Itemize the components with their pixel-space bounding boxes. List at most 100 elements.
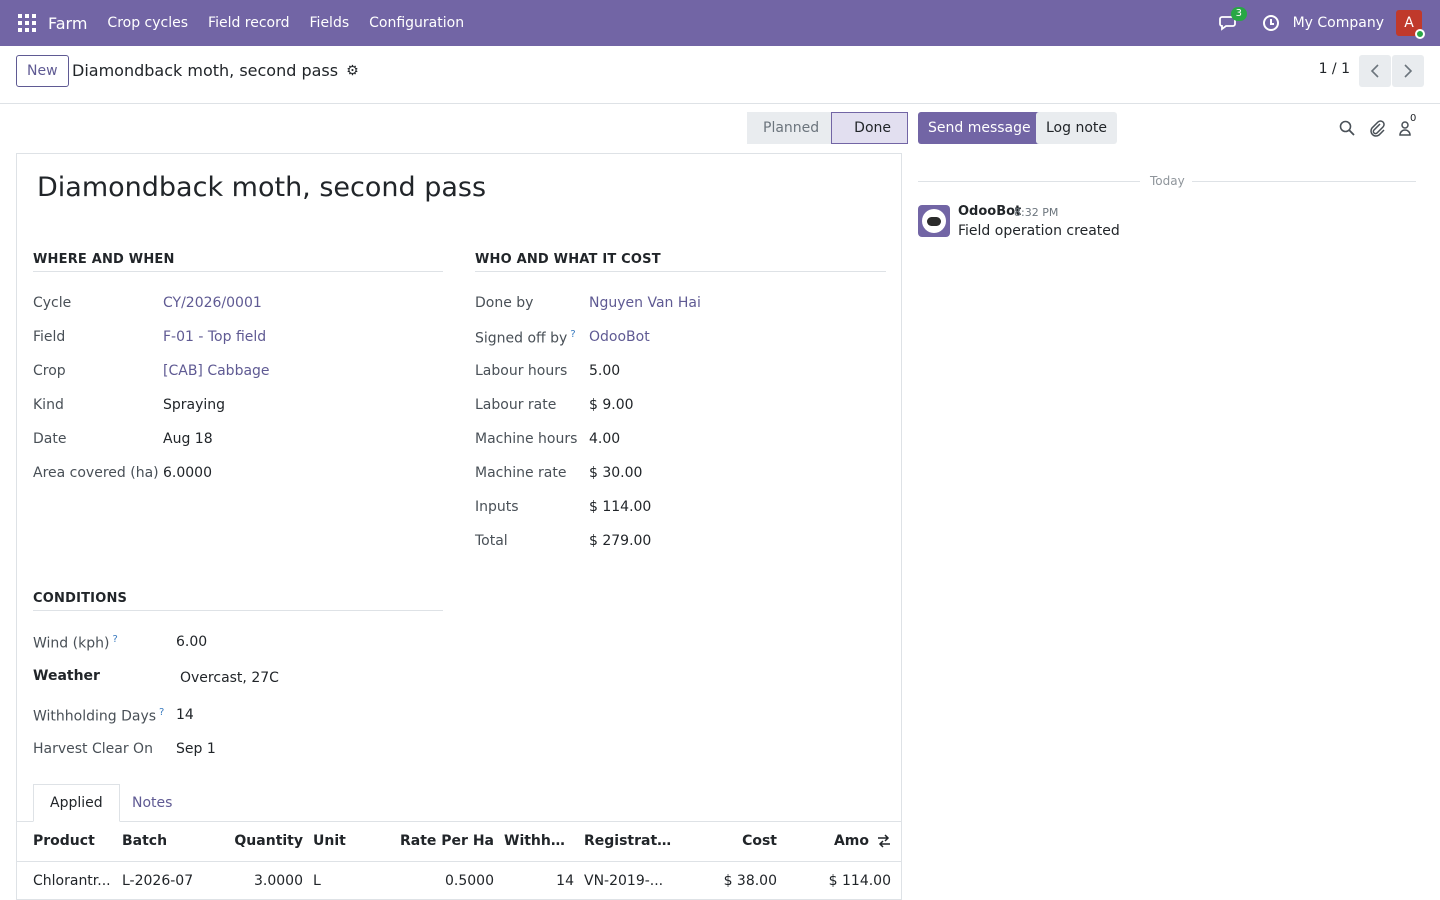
field-label: Labour hours (475, 363, 568, 379)
table-row[interactable]: Chlorantr... L-2026-07 3.0000 L 0.5000 1… (17, 862, 901, 900)
field-wind: Wind (kph)? 6.00 (33, 634, 207, 652)
column-registration[interactable]: Registrati... (584, 833, 672, 849)
cycle-link[interactable]: CY/2026/0001 (163, 295, 262, 311)
chat-icon[interactable]: 3 (1218, 7, 1247, 33)
message-author[interactable]: OdooBot (958, 204, 1022, 219)
column-amount[interactable]: Amo (833, 833, 869, 849)
app-brand[interactable]: Farm (48, 13, 88, 33)
field-label: Weather (33, 668, 100, 684)
column-settings-icon[interactable] (877, 834, 891, 848)
chevron-right-icon (1404, 64, 1413, 78)
kind-value[interactable]: Spraying (163, 397, 226, 413)
field-label: Kind (33, 397, 64, 413)
column-cost[interactable]: Cost (742, 833, 777, 849)
field-total: Total $ 279.00 (475, 533, 651, 549)
search-icon[interactable] (1338, 119, 1356, 137)
stage-done[interactable]: Done (831, 112, 909, 144)
harvest-clear-value: Sep 1 (176, 741, 216, 757)
field-label: Total (475, 533, 508, 549)
field-machine-hours: Machine hours 4.00 (475, 431, 620, 447)
activity-clock-icon[interactable] (1262, 15, 1279, 31)
gear-icon[interactable]: ⚙ (346, 62, 359, 79)
weather-value[interactable]: Overcast, 27C (180, 670, 279, 686)
stage-planned[interactable]: Planned (747, 112, 832, 144)
message-author-avatar[interactable] (918, 205, 950, 237)
cell-rate-per-ha[interactable]: 0.5000 (445, 873, 494, 889)
pager-previous-button[interactable] (1359, 55, 1391, 87)
field-label: Done by (475, 295, 534, 311)
field-label: Inputs (475, 499, 519, 515)
new-button[interactable]: New (16, 55, 69, 87)
breadcrumb-current: Diamondback moth, second pass (72, 61, 339, 80)
stage-done-label: Done (854, 120, 892, 136)
online-status-dot (1415, 29, 1425, 39)
field-label: Field (33, 329, 66, 345)
wind-value[interactable]: 6.00 (176, 634, 208, 650)
machine-rate-value[interactable]: $ 30.00 (589, 465, 643, 481)
field-label: Withholding Days (33, 708, 157, 725)
followers-button[interactable]: 0 (1398, 113, 1416, 137)
help-tooltip-icon[interactable]: ? (112, 634, 118, 645)
nav-configuration[interactable]: Configuration (369, 15, 465, 31)
date-value[interactable]: Aug 18 (163, 431, 213, 447)
section-who-cost: WHO AND WHAT IT COST (475, 252, 886, 272)
pager-value[interactable]: 1 / 1 (1318, 61, 1350, 77)
column-quantity[interactable]: Quantity (234, 833, 303, 849)
field-label: Crop (33, 363, 66, 379)
log-note-button[interactable]: Log note (1036, 112, 1117, 144)
cell-withholding[interactable]: 14 (556, 873, 574, 889)
field-signed-off-by: Signed off by? OdooBot (475, 329, 650, 347)
help-tooltip-icon[interactable]: ? (159, 707, 165, 718)
column-product[interactable]: Product (33, 833, 95, 849)
message-time: 8:32 PM (1014, 206, 1059, 219)
help-tooltip-icon[interactable]: ? (570, 329, 576, 340)
paperclip-icon[interactable] (1368, 119, 1386, 137)
company-switcher[interactable]: My Company (1292, 15, 1384, 31)
section-where-when: WHERE AND WHEN (33, 252, 443, 272)
done-by-link[interactable]: Nguyen Van Hai (589, 295, 701, 311)
send-message-button[interactable]: Send message (918, 112, 1041, 144)
nav-fields[interactable]: Fields (309, 15, 350, 31)
cell-cost[interactable]: $ 38.00 (723, 873, 777, 889)
cell-batch[interactable]: L-2026-07 (122, 873, 194, 889)
cell-product[interactable]: Chlorantr... (33, 873, 111, 889)
field-label-wrap: Wind (kph)? (33, 634, 176, 652)
field-label: Harvest Clear On (33, 741, 153, 757)
follower-count: 0 (1410, 113, 1417, 124)
column-rate-per-ha[interactable]: Rate Per Ha (400, 833, 494, 849)
area-value[interactable]: 6.0000 (163, 465, 212, 481)
cell-registration[interactable]: VN-2019-... (584, 873, 664, 889)
labour-hours-value[interactable]: 5.00 (589, 363, 621, 379)
field-machine-rate: Machine rate $ 30.00 (475, 465, 642, 481)
table-header: Product Batch Quantity Unit Rate Per Ha … (17, 822, 901, 862)
cell-amount[interactable]: $ 114.00 (828, 873, 891, 889)
field-label: Signed off by (475, 330, 568, 347)
record-title[interactable]: Diamondback moth, second pass (37, 172, 487, 203)
chatter-topbar-icons: 0 (1326, 113, 1416, 137)
labour-rate-value[interactable]: $ 9.00 (589, 397, 634, 413)
field-field: Field F-01 - Top field (33, 329, 266, 345)
tab-notes[interactable]: Notes (132, 795, 173, 811)
section-conditions: CONDITIONS (33, 591, 443, 611)
withholding-days-value[interactable]: 14 (176, 707, 194, 723)
machine-hours-value[interactable]: 4.00 (589, 431, 621, 447)
crop-link[interactable]: [CAB] Cabbage (163, 363, 270, 379)
nav-field-record[interactable]: Field record (208, 15, 290, 31)
cell-unit[interactable]: L (313, 873, 321, 889)
nav-crop-cycles[interactable]: Crop cycles (107, 15, 189, 31)
user-avatar[interactable]: A (1396, 10, 1425, 39)
day-separator: Today (918, 174, 1416, 190)
apps-menu-icon[interactable] (18, 14, 36, 32)
column-unit[interactable]: Unit (313, 833, 346, 849)
field-date: Date Aug 18 (33, 431, 213, 447)
tab-applied[interactable]: Applied (33, 784, 120, 822)
total-value: $ 279.00 (589, 533, 652, 549)
column-batch[interactable]: Batch (122, 833, 168, 849)
column-withholding[interactable]: Withhol... (504, 833, 574, 849)
field-link[interactable]: F-01 - Top field (163, 329, 267, 345)
cell-quantity[interactable]: 3.0000 (254, 873, 303, 889)
pager-next-button[interactable] (1392, 55, 1424, 87)
signed-off-link[interactable]: OdooBot (589, 329, 650, 345)
day-label: Today (1150, 174, 1185, 188)
separator-line (1192, 181, 1416, 182)
